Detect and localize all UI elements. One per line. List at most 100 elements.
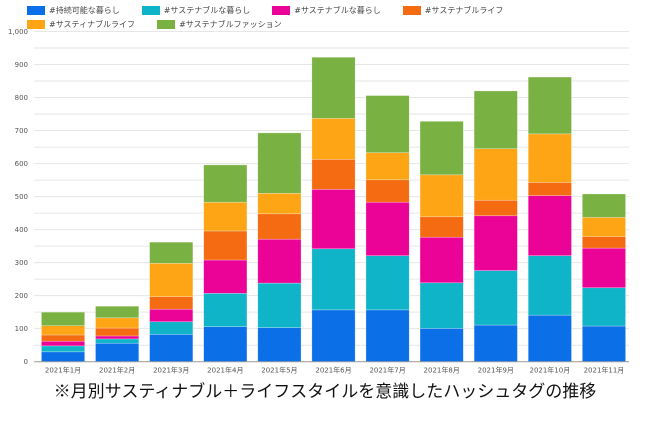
y-tick-label: 600 [15,160,28,168]
bar-segment [365,152,410,181]
stacked-bar-chart: 0 100 200 300 400 500 600 700 800 900 1,000 2021年1… [8,28,629,375]
bar-segment [473,270,518,326]
x-tick-label: 2021年6月 [315,366,351,375]
x-tick-label: 2021年4月 [207,366,243,375]
bar-segment [311,309,356,363]
x-tick-label: 2021年2月 [99,366,135,375]
bar-segment [203,326,248,362]
x-tick-label: 2021年5月 [261,366,297,375]
bar-segment [473,324,518,362]
legend-swatch [141,5,160,15]
x-tick-label: 2021年11月 [584,366,625,375]
legend-label: #サステナブルライフ [424,5,504,15]
x-axis-ticks: 2021年1月 2021年2月 2021年3月 2021年4月 2021年5月 2021年… [45,366,624,375]
bar-segment [95,335,140,340]
bar-segment [582,325,626,362]
bar-segment [95,317,140,329]
legend-item: #サステナブルファッション [157,18,282,30]
x-tick-label: 2021年8月 [424,366,460,375]
bar-segment [41,325,85,336]
bar-segment [95,305,140,319]
legend-swatch [27,5,45,15]
bar-segment [311,118,356,160]
bar-segment [419,282,464,329]
y-tick-label: 800 [15,94,28,102]
bar-segment [95,342,140,363]
bar-segment [365,255,410,311]
bar-segment [257,327,302,362]
x-tick-label: 2021年3月 [153,366,189,375]
bar-segment [311,248,356,311]
bar-segment [311,158,356,190]
bar-segment [527,182,572,196]
y-tick-label: 400 [15,226,28,234]
legend-label: #サステナブルファッション [179,19,282,29]
bar-segment [419,236,464,284]
bar-segment [149,333,194,362]
bar-segment [203,259,248,294]
chart-legend: #持続可能な暮らし #サステナブルな暮らし #サステナブルな暮らし #サステナブルライ… [27,4,647,30]
bar-segment [149,263,194,297]
legend-swatch [27,19,45,29]
bar-segment [365,201,410,257]
bar-segment [365,95,410,153]
x-tick-label: 2021年1月 [45,366,81,375]
bar-segment [365,179,410,203]
bar-segment [582,193,626,218]
bar-segment [203,201,248,232]
y-tick-label: 1,000 [8,28,28,36]
bar-segment [582,287,626,327]
bar-segment [582,247,626,289]
bar-segment [473,90,518,150]
legend-swatch [402,5,421,15]
bar-segment [473,148,518,201]
bar-segment [257,282,302,328]
bar-segment [149,296,194,310]
legend-item: #サスティナブルライフ [27,18,135,30]
bar-segment [41,351,85,363]
legend-label: #サステナブルな暮らし [294,5,381,15]
bar-segment [257,132,302,194]
bar-segment [527,314,572,363]
bars [41,56,626,363]
bar-segment [41,345,85,353]
bar-segment [149,308,194,323]
bar-segment [311,56,356,119]
legend-swatch [272,5,291,15]
y-tick-label: 300 [15,259,28,267]
bar-segment [41,311,85,327]
bar-segment [527,133,572,183]
bar-segment [41,334,85,342]
x-tick-label: 2021年10月 [529,366,570,375]
legend-item: #サステナブルな暮らし [272,4,381,16]
bar-segment [149,321,194,335]
bar-segment [473,215,518,271]
bar-segment [419,216,464,238]
y-tick-label: 100 [15,325,28,333]
y-tick-label: 0 [24,358,28,366]
legend-label: #サスティナブルライフ [49,19,136,29]
bar-segment [95,338,140,344]
bar-segment [41,340,85,347]
legend-item: #サステナブルな暮らし [141,4,250,16]
bar-segment [419,121,464,176]
bar-segment [527,76,572,135]
bar-segment [149,241,194,264]
bar-segment [257,238,302,284]
bar-segment [473,199,518,217]
bar-segment [257,192,302,215]
legend-swatch [157,19,176,29]
bar-segment [311,189,356,250]
y-axis-ticks: 0 100 200 300 400 500 600 700 800 900 1,000 [8,28,28,366]
bar-segment [95,327,140,337]
legend-label: #持続可能な暮らし [49,5,120,15]
bar-segment [419,174,464,218]
bar-segment [365,309,410,363]
y-tick-label: 900 [15,61,28,69]
y-tick-label: 200 [15,292,28,300]
bar-segment [419,328,464,362]
bar-segment [203,293,248,327]
bar-segment [582,236,626,249]
legend-item: #持続可能な暮らし [27,4,120,16]
chart-caption: ※月別サスティナブル＋ライフスタイルを意識したハッシュタグの推移 [53,382,597,402]
